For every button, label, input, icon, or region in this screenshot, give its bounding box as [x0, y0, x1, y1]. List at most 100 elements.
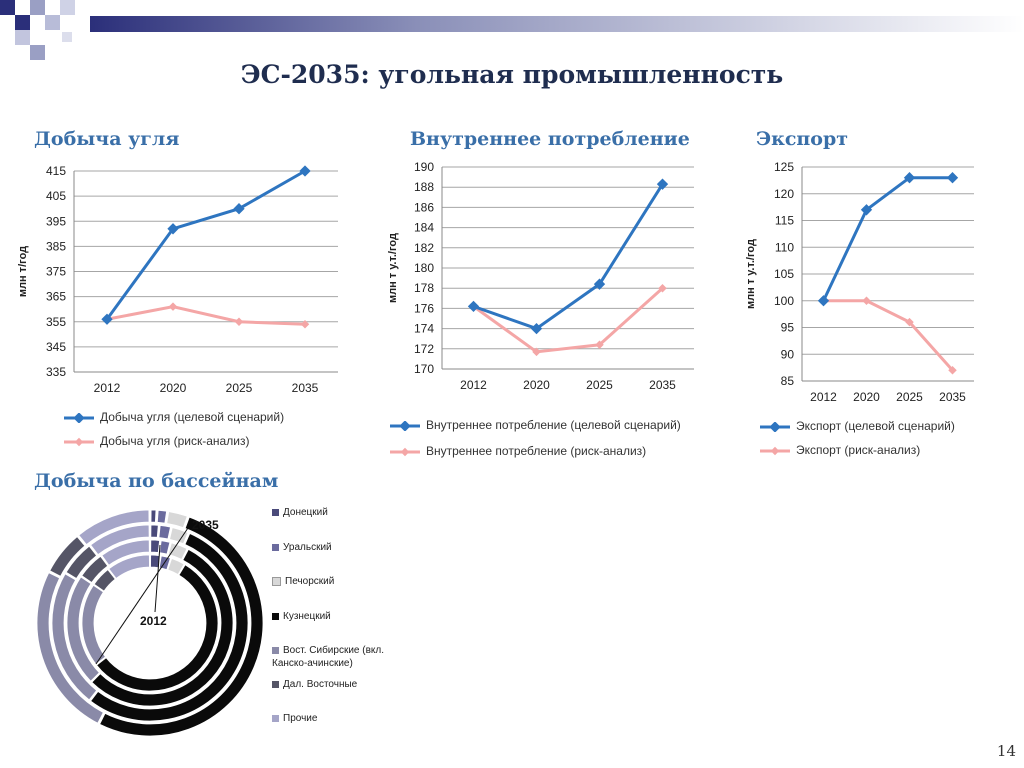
series-line-risk — [823, 299, 954, 372]
label-leader-line — [95, 527, 189, 665]
data-point-target — [860, 204, 873, 216]
legend-export-target: Экспорт (целевой сценарий) — [760, 419, 955, 433]
basins-legend: Донецкий Уральский Печорский Кузнецкий В… — [272, 506, 422, 726]
data-point-target — [593, 278, 606, 290]
data-point-target — [817, 295, 830, 307]
legend-label: Экспорт (целевой сценарий) — [796, 419, 955, 433]
legend-domestic-risk: Внутреннее потребление (риск-анализ) — [390, 444, 646, 458]
donut-segment — [81, 584, 106, 665]
y-tick-label: 335 — [46, 365, 66, 379]
ring-label-2035: 2035 — [192, 518, 219, 532]
ring-label-2012: 2012 — [140, 614, 167, 628]
basin-legend-item: Печорский — [272, 575, 412, 588]
donut-segment — [90, 532, 249, 722]
donut-segment — [167, 542, 188, 560]
y-tick-label: 120 — [774, 187, 794, 201]
basin-swatch — [272, 508, 279, 516]
data-point-target — [467, 300, 480, 313]
y-tick-label: 415 — [46, 164, 66, 178]
data-point-target — [299, 165, 311, 177]
data-point-target — [101, 313, 113, 325]
donut-segment — [78, 509, 150, 546]
donut-segment — [150, 554, 161, 569]
legend-marker-target — [760, 421, 790, 433]
y-tick-label: 186 — [414, 200, 434, 214]
legend-marker-risk — [390, 447, 420, 457]
basin-swatch — [272, 680, 279, 688]
x-tick-label: 2012 — [810, 390, 837, 404]
series-line-target — [105, 169, 306, 321]
basin-swatch — [272, 576, 281, 586]
y-tick-label: 85 — [781, 374, 795, 388]
x-tick-label: 2035 — [649, 378, 676, 392]
data-point-risk — [469, 302, 478, 311]
y-tick-label: 345 — [46, 340, 66, 354]
series-line-target — [473, 183, 664, 331]
data-point-target — [530, 322, 543, 335]
donut-segment — [65, 545, 98, 580]
section-title-production: Добыча угля — [34, 128, 180, 150]
legend-marker-risk — [64, 437, 94, 447]
donut-segment — [158, 555, 171, 571]
basin-swatch — [272, 714, 279, 722]
x-tick-label: 2035 — [292, 381, 319, 395]
legend-export-risk: Экспорт (риск-анализ) — [760, 443, 920, 457]
basin-legend-label: Кузнецкий — [283, 611, 331, 622]
y-tick-label: 184 — [414, 221, 434, 235]
x-tick-label: 2020 — [853, 390, 880, 404]
y-tick-label: 105 — [774, 267, 794, 281]
donut-segment — [93, 569, 116, 592]
y-axis-label: млн т/год — [17, 246, 29, 297]
basin-legend-item: Прочие — [272, 712, 412, 725]
data-point-risk — [234, 317, 244, 326]
x-tick-label: 2020 — [160, 381, 187, 395]
legend-production-target: Добыча угля (целевой сценарий) — [64, 410, 284, 424]
data-point-risk — [595, 340, 604, 350]
y-axis-label: млн т у.т./год — [745, 239, 757, 309]
x-tick-label: 2025 — [896, 390, 923, 404]
y-tick-label: 100 — [774, 294, 794, 308]
data-point-risk — [905, 317, 914, 327]
y-tick-label: 405 — [46, 189, 66, 203]
basin-legend-item: Кузнецкий — [272, 610, 412, 623]
donut-segment — [36, 572, 104, 724]
y-tick-label: 182 — [414, 241, 434, 255]
basin-legend-item: Дал. Восточные — [272, 678, 412, 691]
basin-legend-label: Вост. Сибирские (вкл. Канско-ачинские) — [272, 645, 384, 669]
y-tick-label: 178 — [414, 281, 434, 295]
legend-marker-target — [390, 420, 420, 432]
section-title-domestic: Внутреннее потребление — [410, 128, 690, 150]
y-tick-label: 190 — [414, 160, 434, 174]
donut-segment — [96, 564, 219, 692]
basin-legend-label: Донецкий — [283, 507, 328, 518]
donut-segment — [91, 548, 234, 707]
x-tick-label: 2025 — [586, 378, 613, 392]
data-point-target — [946, 172, 959, 184]
donut-segment — [150, 539, 161, 553]
y-tick-label: 90 — [781, 347, 795, 361]
basin-legend-label: Дал. Восточные — [283, 679, 358, 690]
x-tick-label: 2020 — [523, 378, 550, 392]
y-tick-label: 172 — [414, 342, 434, 356]
y-tick-label: 365 — [46, 290, 66, 304]
donut-segment — [159, 540, 171, 555]
y-tick-label: 375 — [46, 265, 66, 279]
y-tick-label: 170 — [414, 362, 434, 376]
data-point-risk — [300, 320, 310, 329]
data-point-risk — [819, 296, 828, 305]
y-tick-label: 180 — [414, 261, 434, 275]
data-point-risk — [948, 366, 957, 375]
donut-segment — [49, 536, 86, 577]
y-tick-label: 355 — [46, 315, 66, 329]
y-tick-label: 188 — [414, 180, 434, 194]
section-title-export: Экспорт — [756, 128, 849, 150]
y-tick-label: 174 — [414, 322, 434, 336]
donut-segment — [156, 509, 168, 524]
data-point-risk — [168, 302, 178, 311]
donut-segment — [90, 524, 150, 556]
y-tick-label: 395 — [46, 214, 66, 228]
